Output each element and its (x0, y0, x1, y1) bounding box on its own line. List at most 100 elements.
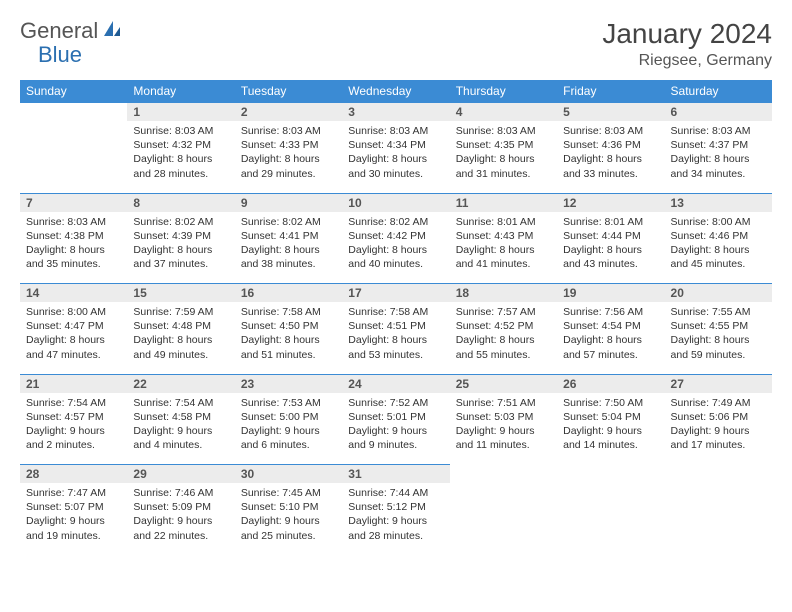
sunset-line: Sunset: 4:46 PM (671, 229, 766, 243)
sunset-line: Sunset: 4:58 PM (133, 410, 228, 424)
daylight-line: Daylight: 8 hours and 29 minutes. (241, 152, 336, 180)
day-content: Sunrise: 8:00 AMSunset: 4:46 PMDaylight:… (665, 212, 772, 284)
content-row: Sunrise: 8:03 AMSunset: 4:38 PMDaylight:… (20, 212, 772, 284)
sunrise-line: Sunrise: 8:03 AM (241, 124, 336, 138)
day-number: 21 (20, 374, 127, 393)
day-number: 1 (127, 103, 234, 122)
daynum-row: 21222324252627 (20, 374, 772, 393)
day-content: Sunrise: 7:54 AMSunset: 4:58 PMDaylight:… (127, 393, 234, 465)
day-number: 6 (665, 103, 772, 122)
weekday-header: Wednesday (342, 80, 449, 103)
content-row: Sunrise: 8:00 AMSunset: 4:47 PMDaylight:… (20, 302, 772, 374)
daylight-line: Daylight: 9 hours and 19 minutes. (26, 514, 121, 542)
daylight-line: Daylight: 8 hours and 49 minutes. (133, 333, 228, 361)
day-content: Sunrise: 7:50 AMSunset: 5:04 PMDaylight:… (557, 393, 664, 465)
sunset-line: Sunset: 5:04 PM (563, 410, 658, 424)
day-content: Sunrise: 7:58 AMSunset: 4:51 PMDaylight:… (342, 302, 449, 374)
sunrise-line: Sunrise: 8:00 AM (26, 305, 121, 319)
day-number: 15 (127, 284, 234, 303)
title-block: January 2024 Riegsee, Germany (602, 18, 772, 70)
sunset-line: Sunset: 4:42 PM (348, 229, 443, 243)
day-content: Sunrise: 7:47 AMSunset: 5:07 PMDaylight:… (20, 483, 127, 555)
sunset-line: Sunset: 5:12 PM (348, 500, 443, 514)
daylight-line: Daylight: 8 hours and 34 minutes. (671, 152, 766, 180)
empty-cell (20, 103, 127, 122)
sunrise-line: Sunrise: 8:03 AM (456, 124, 551, 138)
brand-text-1: General (20, 18, 98, 44)
month-title: January 2024 (602, 18, 772, 50)
empty-cell (20, 121, 127, 193)
daylight-line: Daylight: 8 hours and 51 minutes. (241, 333, 336, 361)
day-number: 14 (20, 284, 127, 303)
day-content: Sunrise: 8:00 AMSunset: 4:47 PMDaylight:… (20, 302, 127, 374)
day-content: Sunrise: 7:52 AMSunset: 5:01 PMDaylight:… (342, 393, 449, 465)
daylight-line: Daylight: 8 hours and 37 minutes. (133, 243, 228, 271)
day-number: 10 (342, 193, 449, 212)
daylight-line: Daylight: 8 hours and 28 minutes. (133, 152, 228, 180)
day-content: Sunrise: 7:53 AMSunset: 5:00 PMDaylight:… (235, 393, 342, 465)
day-content: Sunrise: 8:03 AMSunset: 4:38 PMDaylight:… (20, 212, 127, 284)
sunset-line: Sunset: 4:39 PM (133, 229, 228, 243)
daylight-line: Daylight: 9 hours and 14 minutes. (563, 424, 658, 452)
brand-text-2: Blue (38, 42, 82, 67)
daylight-line: Daylight: 8 hours and 43 minutes. (563, 243, 658, 271)
day-content: Sunrise: 8:01 AMSunset: 4:44 PMDaylight:… (557, 212, 664, 284)
sunrise-line: Sunrise: 8:02 AM (133, 215, 228, 229)
daynum-row: 14151617181920 (20, 284, 772, 303)
brand-logo: General (20, 18, 124, 44)
content-row: Sunrise: 8:03 AMSunset: 4:32 PMDaylight:… (20, 121, 772, 193)
sunset-line: Sunset: 4:51 PM (348, 319, 443, 333)
weekday-header: Saturday (665, 80, 772, 103)
daylight-line: Daylight: 9 hours and 11 minutes. (456, 424, 551, 452)
day-content: Sunrise: 8:01 AMSunset: 4:43 PMDaylight:… (450, 212, 557, 284)
day-content: Sunrise: 7:55 AMSunset: 4:55 PMDaylight:… (665, 302, 772, 374)
day-number: 20 (665, 284, 772, 303)
day-content: Sunrise: 8:03 AMSunset: 4:36 PMDaylight:… (557, 121, 664, 193)
day-content: Sunrise: 7:46 AMSunset: 5:09 PMDaylight:… (127, 483, 234, 555)
sunrise-line: Sunrise: 7:55 AM (671, 305, 766, 319)
weekday-header: Thursday (450, 80, 557, 103)
sunset-line: Sunset: 4:38 PM (26, 229, 121, 243)
sunrise-line: Sunrise: 7:49 AM (671, 396, 766, 410)
empty-cell (557, 483, 664, 555)
daylight-line: Daylight: 8 hours and 41 minutes. (456, 243, 551, 271)
brand-text-2-wrap: Blue (38, 42, 82, 68)
weekday-header: Friday (557, 80, 664, 103)
daylight-line: Daylight: 9 hours and 6 minutes. (241, 424, 336, 452)
calendar-table: SundayMondayTuesdayWednesdayThursdayFrid… (20, 80, 772, 555)
sunset-line: Sunset: 4:54 PM (563, 319, 658, 333)
day-content: Sunrise: 7:57 AMSunset: 4:52 PMDaylight:… (450, 302, 557, 374)
daylight-line: Daylight: 8 hours and 35 minutes. (26, 243, 121, 271)
daylight-line: Daylight: 9 hours and 25 minutes. (241, 514, 336, 542)
day-number: 22 (127, 374, 234, 393)
sunset-line: Sunset: 4:35 PM (456, 138, 551, 152)
sunset-line: Sunset: 4:37 PM (671, 138, 766, 152)
daylight-line: Daylight: 9 hours and 28 minutes. (348, 514, 443, 542)
daylight-line: Daylight: 8 hours and 55 minutes. (456, 333, 551, 361)
day-number: 11 (450, 193, 557, 212)
empty-cell (450, 483, 557, 555)
day-content: Sunrise: 8:03 AMSunset: 4:35 PMDaylight:… (450, 121, 557, 193)
day-number: 27 (665, 374, 772, 393)
daylight-line: Daylight: 8 hours and 45 minutes. (671, 243, 766, 271)
daylight-line: Daylight: 9 hours and 2 minutes. (26, 424, 121, 452)
content-row: Sunrise: 7:54 AMSunset: 4:57 PMDaylight:… (20, 393, 772, 465)
sunset-line: Sunset: 4:41 PM (241, 229, 336, 243)
day-number: 26 (557, 374, 664, 393)
day-number: 3 (342, 103, 449, 122)
daylight-line: Daylight: 8 hours and 31 minutes. (456, 152, 551, 180)
header: General January 2024 Riegsee, Germany (20, 18, 772, 70)
day-number: 8 (127, 193, 234, 212)
sunrise-line: Sunrise: 7:57 AM (456, 305, 551, 319)
sunrise-line: Sunrise: 7:52 AM (348, 396, 443, 410)
daylight-line: Daylight: 8 hours and 30 minutes. (348, 152, 443, 180)
sunset-line: Sunset: 4:36 PM (563, 138, 658, 152)
sunset-line: Sunset: 4:52 PM (456, 319, 551, 333)
day-number: 7 (20, 193, 127, 212)
day-content: Sunrise: 8:03 AMSunset: 4:33 PMDaylight:… (235, 121, 342, 193)
weekday-header: Sunday (20, 80, 127, 103)
daylight-line: Daylight: 9 hours and 9 minutes. (348, 424, 443, 452)
content-row: Sunrise: 7:47 AMSunset: 5:07 PMDaylight:… (20, 483, 772, 555)
empty-cell (450, 465, 557, 484)
sunset-line: Sunset: 4:44 PM (563, 229, 658, 243)
